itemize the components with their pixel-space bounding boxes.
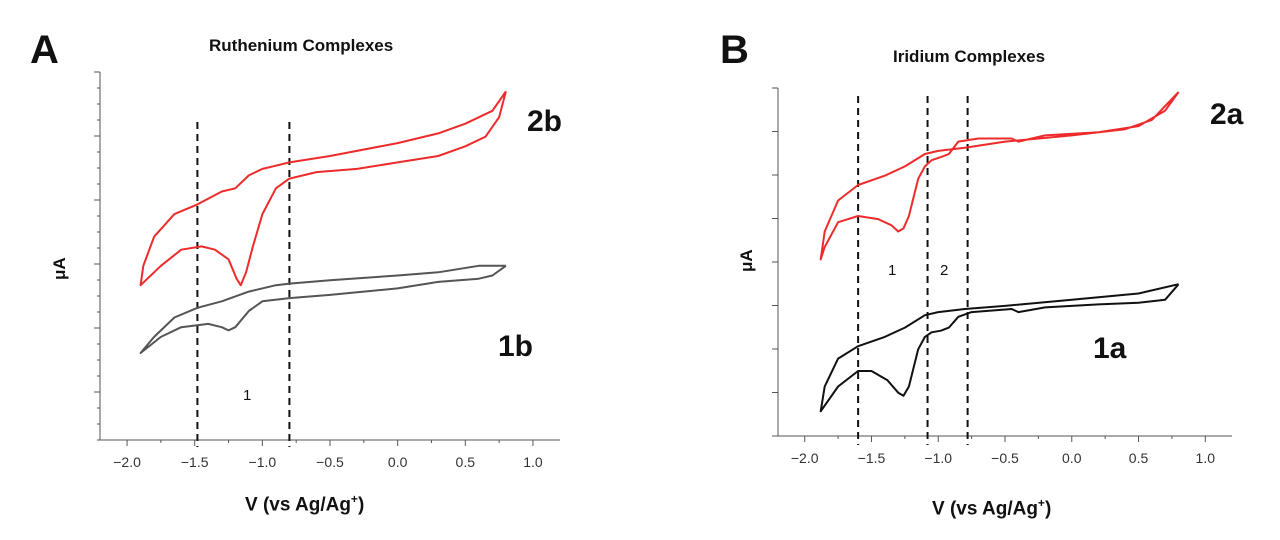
peak-label-1-a: 1 [243,387,252,404]
compound-label-1a: 1a [1093,332,1127,365]
x-tick-label: 1.0 [1196,450,1216,466]
x-tick-label: −1.5 [181,454,209,470]
cv-curve-2a [819,91,1180,261]
cv-curve-1b [139,264,507,354]
compound-label-2b: 2b [527,105,563,138]
x-tick-label: −2.0 [113,454,141,470]
plot-area-a: −2.0 −1.5 −1.0 −0.5 0.0 0.5 1.0 [94,71,560,470]
chart-title-a: Ruthenium Complexes [209,36,394,55]
cv-curve-2b [139,90,507,287]
x-tick-label: 1.0 [523,454,543,470]
x-tick-label: −2.0 [791,450,819,466]
x-axis-label-b: V (vs Ag/Ag+) [932,496,1052,520]
x-tick-label: 0.5 [1129,450,1149,466]
x-tick-label: −1.5 [858,450,886,466]
panel-b: B Iridium Complexes μA −2.0 −1.5 −1.0 −0.5 0… [680,0,1280,540]
x-axis-label-a: V (vs Ag/Ag+) [245,492,365,516]
panel-letter-a: A [30,28,59,72]
peak-label-1-b: 1 [888,262,897,279]
compound-label-2a: 2a [1210,98,1244,131]
chart-title-b: Iridium Complexes [893,47,1046,66]
panel-a: A Ruthenium Complexes μA −2.0 −1.5 −1.0 −0.… [30,28,563,516]
x-tick-label: −0.5 [316,454,344,470]
peak-label-2-b: 2 [940,262,949,279]
compound-label-1b: 1b [498,330,534,363]
x-tick-label: −1.0 [924,450,952,466]
plot-area-b: −2.0 −1.5 −1.0 −0.5 0.0 0.5 1.0 [772,87,1232,466]
x-tick-label: 0.5 [456,454,476,470]
x-tick-label: −0.5 [991,450,1019,466]
x-tick-label: 0.0 [1062,450,1082,466]
x-tick-label: −1.0 [249,454,277,470]
x-tick-label: 0.0 [388,454,408,470]
panel-letter-b: B [720,28,749,72]
cv-curve-1a [819,283,1180,413]
